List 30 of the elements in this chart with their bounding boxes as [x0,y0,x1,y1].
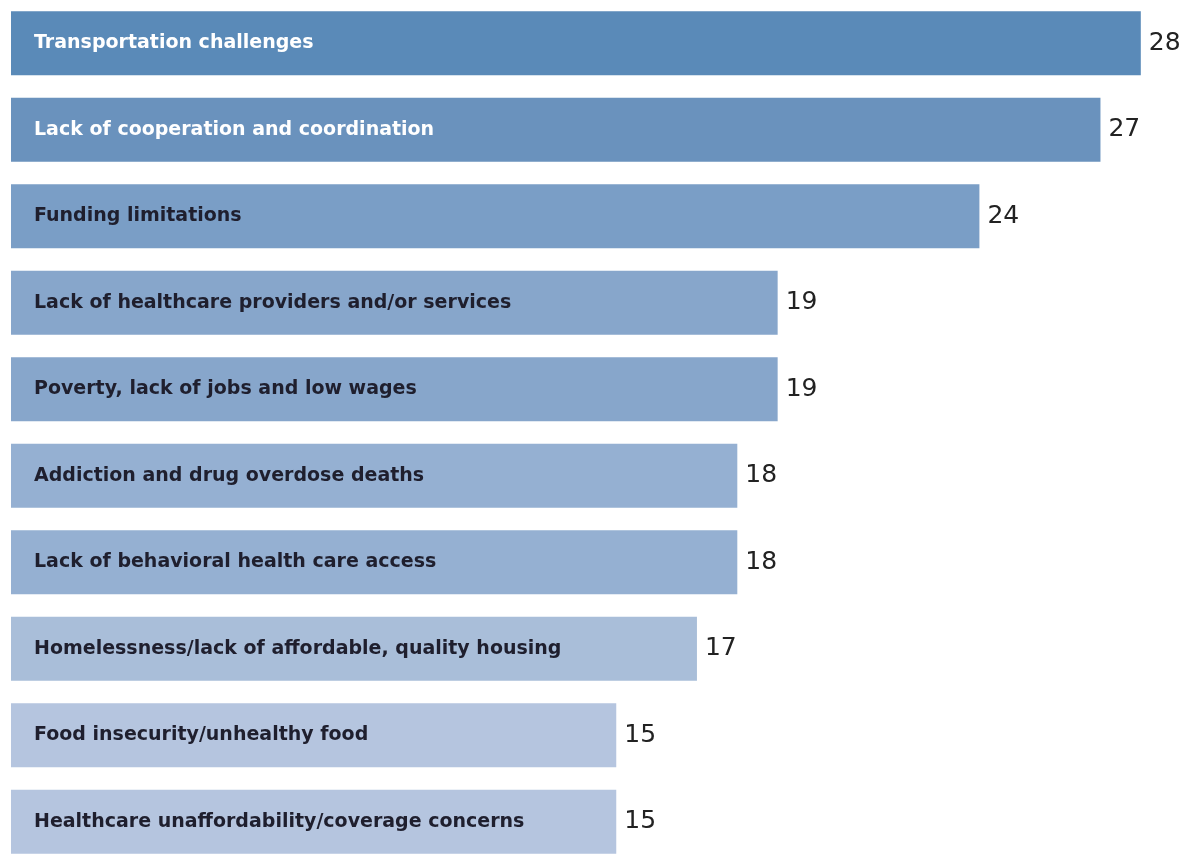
bar [11,357,778,422]
y-tick-label: Healthcare unaffordability/coverage concerns [34,808,525,831]
data-label: 28 [1148,26,1181,56]
data-label: 15 [624,718,657,748]
y-tick-label: Homelessness/lack of affordable, quality housing [34,635,562,658]
data-label: 18 [745,545,778,575]
data-label: 18 [745,459,778,489]
y-tick-label: Poverty, lack of jobs and low wages [34,376,417,399]
y-tick-label: Lack of behavioral health care access [34,549,437,572]
bar [11,530,738,595]
bar [11,616,697,681]
data-label: 19 [785,372,818,402]
bar [11,184,980,249]
data-label: 27 [1108,113,1141,143]
data-label: 24 [987,199,1020,229]
data-label: 17 [704,632,737,662]
bar [11,443,738,508]
data-label: 15 [624,805,657,835]
bar [11,97,1101,162]
bar [11,789,617,854]
bar [11,270,778,335]
y-tick-label: Lack of cooperation and coordination [34,116,435,139]
y-tick-label: Addiction and drug overdose deaths [34,462,425,485]
bar [11,11,1141,76]
y-tick-label: Lack of healthcare providers and/or services [34,289,512,312]
bar [11,703,617,768]
y-tick-label: Transportation challenges [34,30,314,53]
data-label: 19 [785,286,818,316]
y-tick-label: Food insecurity/unhealthy food [34,722,369,745]
y-tick-label: Funding limitations [34,203,242,226]
